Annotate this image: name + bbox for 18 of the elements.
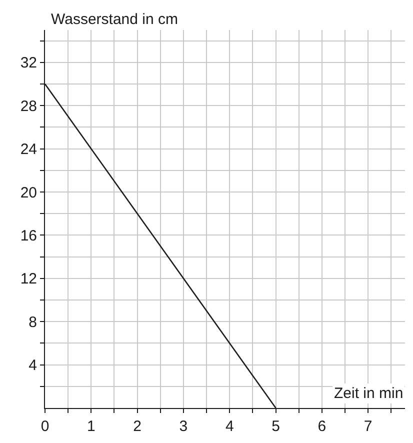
y-tick-label: 16: [20, 227, 37, 244]
x-tick-label: 5: [272, 418, 280, 435]
x-tick-label: 1: [86, 418, 96, 435]
y-tick-label: 8: [28, 314, 37, 331]
y-tick-label: 24: [20, 141, 37, 158]
x-tick-label: 3: [179, 418, 188, 435]
x-tick-label: 4: [225, 418, 234, 435]
x-tick-label: 7: [364, 418, 372, 435]
y-tick-label: 4: [28, 357, 37, 374]
y-tick-label: 32: [20, 54, 37, 72]
x-tick-label: 2: [133, 418, 142, 435]
y-tick-label: 20: [20, 184, 37, 202]
x-tick-label: 0: [40, 418, 50, 435]
y-axis-title: Wasserstand in cm: [51, 11, 178, 28]
x-tick-label: 6: [318, 418, 326, 435]
y-tick-label: 28: [20, 98, 37, 115]
y-tick-label: 12: [20, 270, 37, 288]
x-axis-title: Zeit in min: [334, 385, 404, 402]
